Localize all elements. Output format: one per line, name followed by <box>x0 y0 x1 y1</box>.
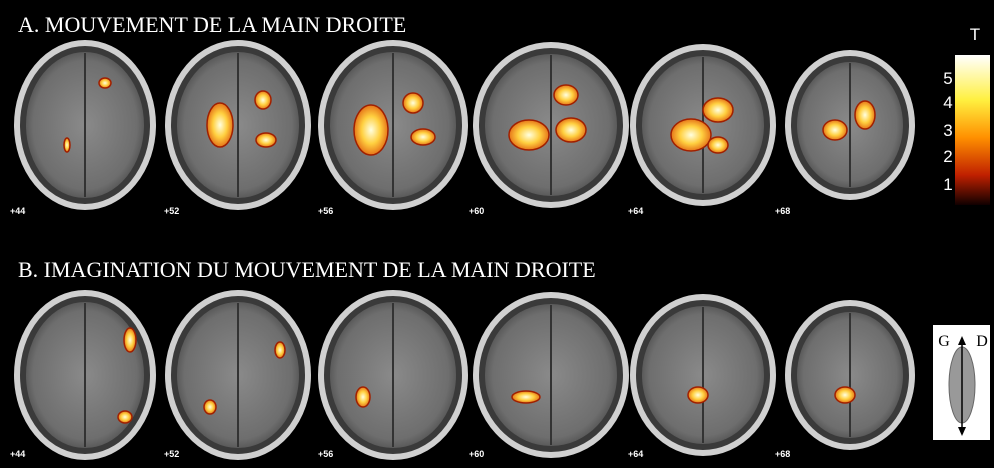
slice-label: +60 <box>469 449 484 459</box>
activation <box>707 136 729 154</box>
arrow-down <box>958 427 966 436</box>
activation <box>555 117 587 143</box>
activation <box>402 92 424 114</box>
slice-label: +68 <box>775 449 790 459</box>
panel-title: B. IMAGINATION DU MOUVEMENT DE LA MAIN D… <box>18 257 596 282</box>
activation <box>410 128 436 146</box>
brain-slice <box>318 40 468 210</box>
activation <box>255 132 277 148</box>
activation <box>702 97 734 123</box>
slice-label: +52 <box>164 206 179 216</box>
activation <box>203 399 217 415</box>
orientation-icon: G D <box>933 325 990 440</box>
right-label: D <box>976 333 988 350</box>
brain-slice <box>14 40 156 210</box>
brain-slice <box>165 290 311 460</box>
activation <box>98 77 112 89</box>
activation <box>274 341 286 359</box>
activation <box>206 102 234 148</box>
arrow-up <box>958 336 966 345</box>
activation <box>254 90 272 110</box>
brain-slice <box>165 40 311 210</box>
colorbar-ticks: 5 4 3 2 1 <box>943 69 952 194</box>
brain-slice <box>630 44 776 206</box>
colorbar-tick: 5 <box>943 69 952 88</box>
slice-label: +64 <box>628 449 643 459</box>
brain-slices <box>14 40 915 460</box>
slice-label: +44 <box>10 206 25 216</box>
activation <box>63 137 71 153</box>
activation <box>670 118 712 152</box>
activation <box>123 327 137 353</box>
colorbar-tick: 1 <box>943 175 952 194</box>
activation <box>687 386 709 404</box>
slice-label: +52 <box>164 449 179 459</box>
activation <box>355 386 371 408</box>
activation <box>822 119 848 141</box>
brain-slice <box>785 50 915 200</box>
slice-label: +56 <box>318 206 333 216</box>
activation <box>834 386 856 404</box>
colorbar-title: T <box>970 25 980 44</box>
left-label: G <box>938 333 950 350</box>
brain-slice <box>473 42 629 208</box>
slice-label: +64 <box>628 206 643 216</box>
brain-slice <box>318 290 468 460</box>
colorbar-tick: 4 <box>943 93 952 112</box>
colorbar-tick: 2 <box>943 147 952 166</box>
brain-slice <box>630 294 776 456</box>
slice-label: +56 <box>318 449 333 459</box>
activation <box>511 390 541 404</box>
brain-slice <box>473 292 629 458</box>
slice-label: +44 <box>10 449 25 459</box>
activation <box>117 410 133 424</box>
slice-label: +60 <box>469 206 484 216</box>
panel-title: A. MOUVEMENT DE LA MAIN DROITE <box>18 12 406 37</box>
brain-slice <box>14 290 156 460</box>
activation <box>854 100 876 130</box>
activation <box>353 104 389 156</box>
activation <box>553 84 579 106</box>
activation <box>508 119 550 151</box>
colorbar-tick: 3 <box>943 121 952 140</box>
slice-label: +68 <box>775 206 790 216</box>
colorbar <box>955 55 990 205</box>
brain-slice <box>785 300 915 450</box>
